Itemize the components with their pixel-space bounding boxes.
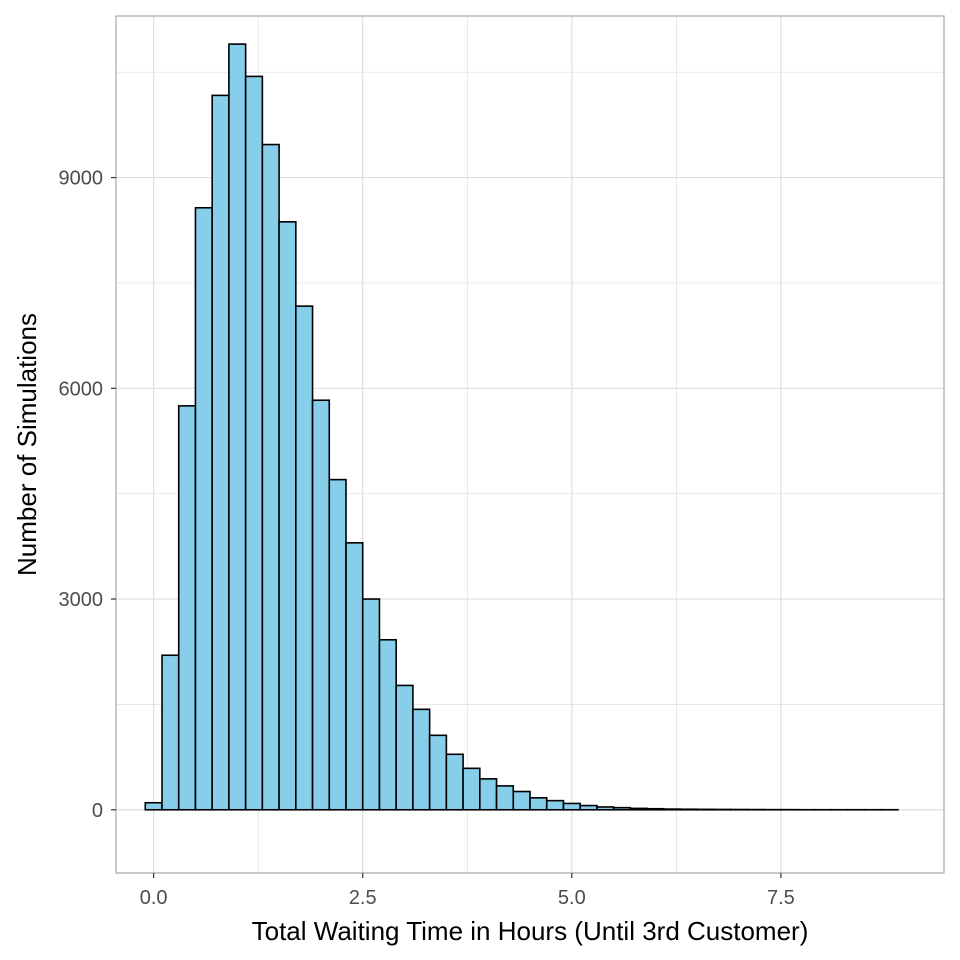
panel-border (115, 15, 945, 874)
histogram-bar (679, 808, 699, 811)
histogram-bar (629, 807, 648, 811)
histogram-bars (144, 43, 899, 811)
histogram-bar (244, 75, 264, 811)
x-tick-label: 0.0 (140, 887, 168, 909)
histogram-bar (177, 405, 197, 811)
histogram-bar (378, 638, 397, 811)
histogram-bar (545, 799, 565, 811)
histogram-bar (612, 806, 632, 811)
y-axis-title: Number of Simulations (12, 313, 42, 576)
histogram-bar (479, 778, 498, 811)
histogram-bar (495, 785, 515, 811)
histogram-bar (328, 478, 347, 811)
histogram-bar (579, 804, 598, 811)
histogram-bar (161, 654, 180, 811)
histogram-bar (295, 305, 314, 811)
histogram-bar (361, 598, 381, 811)
histogram-bar (646, 807, 665, 811)
histogram-bar (596, 806, 615, 811)
histogram-bar (428, 734, 448, 811)
histogram-bar (345, 542, 364, 811)
histogram-bar (144, 801, 163, 811)
x-tick-label: 7.5 (767, 887, 795, 909)
x-tick-label: 5.0 (558, 887, 586, 909)
y-tick-label: 0 (92, 800, 103, 822)
histogram-bar (261, 143, 280, 811)
histogram-bar (311, 399, 331, 811)
y-tick-label: 3000 (59, 589, 104, 611)
y-tick-label: 6000 (59, 378, 104, 400)
histogram-bar (663, 808, 682, 811)
histogram-bar (462, 767, 481, 811)
histogram-bar (412, 708, 431, 811)
x-axis-title: Total Waiting Time in Hours (Until 3rd C… (252, 916, 809, 946)
histogram-bar (228, 43, 247, 811)
histogram-bar (445, 753, 464, 811)
histogram-bar (529, 797, 548, 811)
histogram-bar (562, 802, 581, 811)
histogram-bar (512, 790, 531, 811)
histogram-bar (194, 206, 213, 811)
histogram-bar (395, 684, 414, 811)
y-axis-ticks: 0 3000 6000 9000 (59, 168, 116, 822)
x-axis-ticks: 0.0 2.5 5.0 7.5 (140, 873, 795, 909)
x-tick-label: 2.5 (349, 887, 377, 909)
y-tick-label: 9000 (59, 168, 104, 190)
histogram-bar (278, 221, 297, 811)
histogram-bar (211, 94, 230, 811)
